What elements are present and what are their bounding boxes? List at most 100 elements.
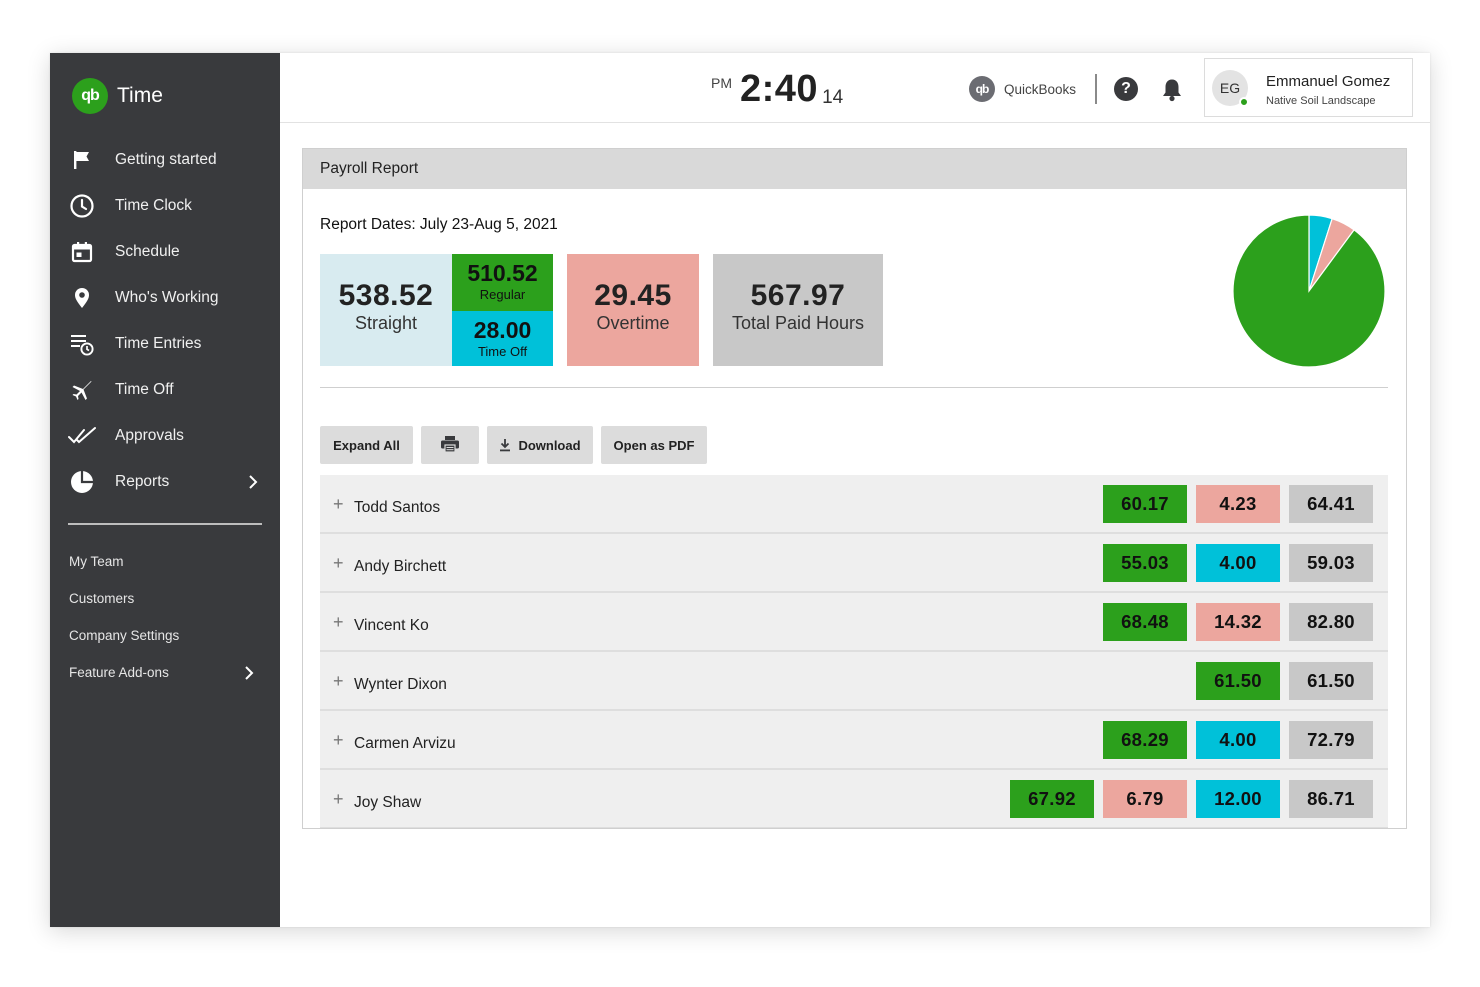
summary-straight-value: 538.52 [338,279,434,312]
sidebar-item-label: Time Off [115,381,174,398]
employee-name: Andy Birchett [354,558,447,575]
hours-cell-total: 72.79 [1289,721,1373,759]
sidebar-item-time-clock[interactable]: Time Clock [50,183,280,229]
secondary-nav: My Team Customers Company Settings Featu… [50,543,280,691]
hours-cells: 61.50 61.50 [1196,662,1373,700]
expand-plus-icon[interactable]: + [333,730,344,750]
employee-name: Joy Shaw [354,794,422,811]
clock: PM 2:40 14 [711,65,843,113]
pie-slice-regular [1232,214,1386,368]
app-window: qb Time Getting started Time Clock Sc [50,53,1430,927]
sidebar-item-reports[interactable]: Reports [50,459,280,505]
flag-icon [68,146,96,174]
table-row[interactable]: + Wynter Dixon 61.50 61.50 [320,652,1388,711]
summary-regular-value: 510.52 [467,260,538,286]
hours-cell-overtime: 6.79 [1103,780,1187,818]
payroll-report-panel: Payroll Report Report Dates: July 23-Aug… [302,148,1407,829]
hours-cell-regular: 61.50 [1196,662,1280,700]
hours-cell-regular: 55.03 [1103,544,1187,582]
sidebar-item-whos-working[interactable]: Who's Working [50,275,280,321]
sidebar-item-time-off[interactable]: Time Off [50,367,280,413]
table-row[interactable]: + Andy Birchett 55.03 4.00 59.03 [320,534,1388,593]
summary-overtime-label: Overtime [596,313,670,333]
summary-straight: 538.52 Straight [320,254,452,366]
online-status-dot [1239,97,1249,107]
sidebar-divider [68,523,262,525]
expand-plus-icon[interactable]: + [333,789,344,809]
clock-ampm: PM [711,75,732,91]
sidebar-item-getting-started[interactable]: Getting started [50,137,280,183]
time-entries-icon [68,330,96,358]
summary-time-off-value: 28.00 [473,317,532,343]
employee-name: Todd Santos [354,499,441,516]
summary-regular: 510.52 Regular [452,254,553,311]
print-button[interactable] [421,426,479,464]
summary-regular-label: Regular [479,287,526,302]
hours-cells: 68.29 4.00 72.79 [1103,721,1373,759]
hours-cell-regular: 67.92 [1010,780,1094,818]
hours-cells: 67.92 6.79 12.00 86.71 [1010,780,1373,818]
hours-cell-time-off: 12.00 [1196,780,1280,818]
expand-all-button[interactable]: Expand All [320,426,413,464]
expand-plus-icon[interactable]: + [333,553,344,573]
hours-cell-total: 64.41 [1289,485,1373,523]
clock-time: 2:40 [740,68,819,110]
sidebar-item-label: Time Entries [115,335,202,352]
table-row[interactable]: + Vincent Ko 68.48 14.32 82.80 [320,593,1388,652]
sidebar-item-company-settings[interactable]: Company Settings [69,628,180,643]
download-button[interactable]: Download [487,426,593,464]
top-header: PM 2:40 14 qb QuickBooks ? EG Emmanuel G… [280,53,1430,123]
hours-cells: 68.48 14.32 82.80 [1103,603,1373,641]
sidebar-item-approvals[interactable]: Approvals [50,413,280,459]
expand-plus-icon[interactable]: + [333,671,344,691]
employee-name: Carmen Arvizu [354,735,456,752]
expand-plus-icon[interactable]: + [333,494,344,514]
employee-name: Vincent Ko [354,617,429,634]
summary-total-label: Total Paid Hours [731,313,865,333]
hours-pie-chart [1232,214,1386,368]
calendar-icon [68,238,96,266]
location-pin-icon [68,284,96,312]
hours-cell-regular: 60.17 [1103,485,1187,523]
hours-cell-time-off: 4.00 [1196,544,1280,582]
table-row[interactable]: + Carmen Arvizu 68.29 4.00 72.79 [320,711,1388,770]
brand[interactable]: qb Time [72,78,163,114]
hours-cell-regular: 68.48 [1103,603,1187,641]
help-icon[interactable]: ? [1114,77,1138,101]
sidebar-item-my-team[interactable]: My Team [69,554,124,569]
hours-cells: 60.17 4.23 64.41 [1103,485,1373,523]
summary-overtime: 29.45 Overtime [567,254,699,366]
quickbooks-logo-icon: qb [72,78,108,114]
sidebar-item-feature-addons[interactable]: Feature Add-ons [50,654,280,691]
expand-plus-icon[interactable]: + [333,612,344,632]
table-row[interactable]: + Joy Shaw 67.92 6.79 12.00 86.71 [320,770,1388,828]
pie-chart-icon [68,468,96,496]
report-dates: Report Dates: July 23-Aug 5, 2021 [320,216,558,233]
user-name: Emmanuel Gomez [1266,73,1391,90]
sidebar-item-time-entries[interactable]: Time Entries [50,321,280,367]
sidebar-item-label: Feature Add-ons [69,665,169,680]
panel-title: Payroll Report [303,149,1406,189]
summary-time-off: 28.00 Time Off [452,311,553,366]
printer-icon [440,435,460,456]
clock-icon [68,192,96,220]
sidebar-item-label: Approvals [115,427,184,444]
sidebar-item-schedule[interactable]: Schedule [50,229,280,275]
hours-cells: 55.03 4.00 59.03 [1103,544,1373,582]
bell-icon[interactable] [1160,77,1184,103]
user-menu[interactable]: EG Emmanuel Gomez Native Soil Landscape [1204,58,1413,117]
app-name: Time [117,84,163,107]
quickbooks-link[interactable]: qb QuickBooks [969,76,1076,102]
sidebar-item-label: Time Clock [115,197,192,214]
hours-cell-total: 61.50 [1289,662,1373,700]
open-as-pdf-button[interactable]: Open as PDF [601,426,707,464]
summary-time-off-label: Time Off [477,344,528,359]
sidebar-item-label: Reports [115,473,170,490]
summary-straight-label: Straight [354,313,418,333]
summary-total-value: 567.97 [750,279,846,312]
header-separator [1095,74,1097,104]
table-row[interactable]: + Todd Santos 60.17 4.23 64.41 [320,475,1388,534]
sidebar-item-label: Getting started [115,151,217,168]
summary-total: 567.97 Total Paid Hours [713,254,883,366]
sidebar-item-customers[interactable]: Customers [69,591,135,606]
